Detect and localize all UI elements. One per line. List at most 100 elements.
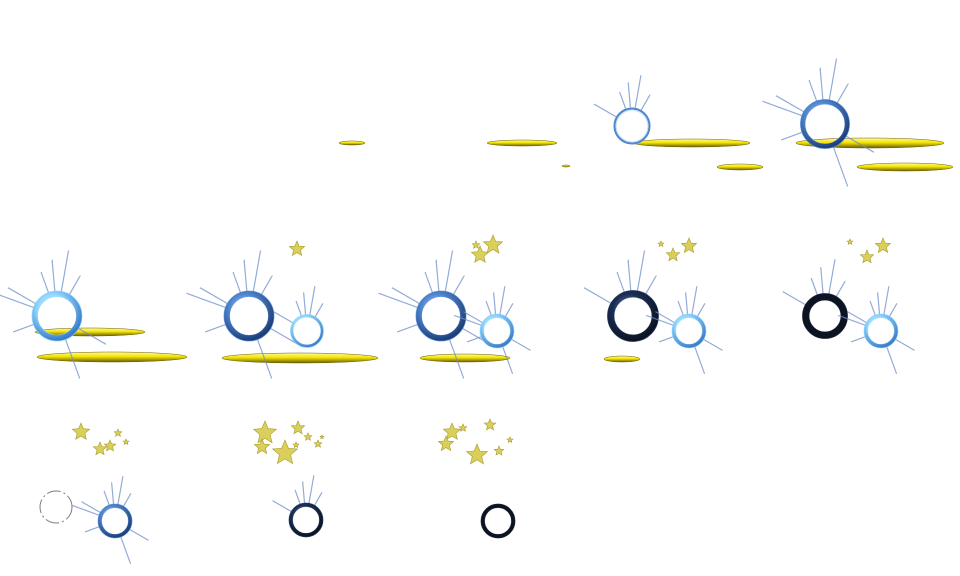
ring-spike-ray xyxy=(810,277,819,297)
ring-spike-ray xyxy=(199,287,229,305)
sparkle-star xyxy=(470,245,490,263)
ring-body xyxy=(290,314,324,348)
ring-spike-ray xyxy=(888,303,898,317)
ring-inner-edge xyxy=(614,297,652,335)
ring-spike-ray xyxy=(396,323,420,333)
ring-inner-edge xyxy=(292,506,320,534)
ring-spike-ray xyxy=(463,311,483,324)
ring-spike-ray xyxy=(269,327,299,345)
ring-spike-ray xyxy=(378,292,420,309)
energy-ring xyxy=(782,259,848,339)
sparkle-star xyxy=(92,441,108,456)
ring-body xyxy=(802,293,848,339)
yellow-streak xyxy=(419,353,511,363)
sparkle-star xyxy=(859,249,875,264)
ring-inner-edge xyxy=(484,507,512,535)
ring-spike-ray xyxy=(593,103,617,118)
ring-spike-ray xyxy=(485,300,492,316)
ring-spike-ray xyxy=(444,250,454,293)
ring-highlight xyxy=(615,109,649,143)
ring-spike-ray xyxy=(303,292,307,315)
ring-inner-edge xyxy=(293,317,321,345)
sparkle-star xyxy=(846,238,854,246)
ring-outer-edge xyxy=(479,313,515,349)
ring-body xyxy=(864,314,898,348)
energy-ring xyxy=(378,250,491,379)
ring-body xyxy=(39,490,73,524)
ring-body xyxy=(613,107,651,145)
sparkle-star xyxy=(465,443,489,465)
sparkle-star xyxy=(271,439,299,465)
sprite-frame-3 xyxy=(593,75,764,171)
energy-ring xyxy=(646,286,723,374)
ring-inner-edge xyxy=(483,317,511,345)
ring-spike-ray xyxy=(828,58,838,101)
ring-spike-ray xyxy=(762,100,804,117)
ring-spike-ray xyxy=(644,275,657,296)
ring-spike-ray xyxy=(295,300,302,316)
ring-spike-ray xyxy=(836,83,849,104)
ring-spike-ray xyxy=(627,82,631,108)
ring-spike-ray xyxy=(775,95,805,113)
sparkle-star xyxy=(437,435,455,452)
energy-ring xyxy=(480,503,516,539)
sparkle-star xyxy=(458,423,468,432)
sparkle-star xyxy=(482,234,504,254)
sparkle-star xyxy=(471,240,481,249)
energy-ring xyxy=(454,286,531,374)
ring-inner-edge xyxy=(101,507,129,535)
ring-spike-ray xyxy=(780,131,804,141)
yellow-streak xyxy=(36,351,188,363)
ring-spike-ray xyxy=(499,286,506,315)
ring-spike-ray xyxy=(7,287,37,305)
ring-spike-ray xyxy=(619,91,627,109)
ring-body xyxy=(607,290,659,342)
ring-spike-ray xyxy=(448,337,465,379)
energy-ring xyxy=(583,250,659,342)
yellow-streak xyxy=(633,138,751,148)
sprite-frame-11 xyxy=(252,420,325,538)
ring-spike-ray xyxy=(877,292,881,315)
ring-spike-ray xyxy=(895,338,915,351)
ring-body xyxy=(32,291,82,341)
ring-outer-edge xyxy=(863,313,899,349)
ring-spike-ray xyxy=(64,337,81,379)
ring-spike-ray xyxy=(583,287,613,305)
ring-spike-ray xyxy=(77,327,107,345)
energy-ring xyxy=(838,286,915,374)
ring-outer-edge xyxy=(415,290,467,342)
ring-spike-ray xyxy=(655,311,675,324)
ring-spike-ray xyxy=(435,259,440,293)
ring-spike-ray xyxy=(782,291,808,307)
ring-spike-ray xyxy=(636,250,646,293)
ring-spike-ray xyxy=(68,275,81,296)
ring-spike-ray xyxy=(886,346,897,374)
energy-ring xyxy=(39,490,73,524)
ring-body xyxy=(224,291,274,341)
yellow-streak xyxy=(221,352,379,364)
ring-body xyxy=(416,291,466,341)
ring-spike-ray xyxy=(616,271,626,295)
energy-ring xyxy=(593,75,651,145)
sprite-frame-12 xyxy=(437,418,516,539)
ring-spike-ray xyxy=(696,303,706,317)
ring-spike-ray xyxy=(685,292,689,315)
ring-spike-ray xyxy=(243,259,248,293)
ring-spike-ray xyxy=(627,259,632,293)
yellow-streak xyxy=(856,162,954,172)
sparkle-star xyxy=(303,432,313,441)
ring-spike-ray xyxy=(40,271,50,295)
ring-spike-ray xyxy=(391,287,421,305)
ring-inner-edge xyxy=(809,300,841,332)
sprite-frame-7 xyxy=(378,234,531,379)
sprite-frame-1 xyxy=(338,140,366,146)
ring-spike-ray xyxy=(703,338,723,351)
ring-spike-ray xyxy=(313,492,323,506)
ring-body xyxy=(800,99,850,149)
energy-ring xyxy=(0,250,107,379)
ring-spike-ray xyxy=(232,271,242,295)
ring-spike-ray xyxy=(834,280,846,299)
ring-spike-ray xyxy=(252,250,262,293)
ring-spike-ray xyxy=(308,475,315,504)
